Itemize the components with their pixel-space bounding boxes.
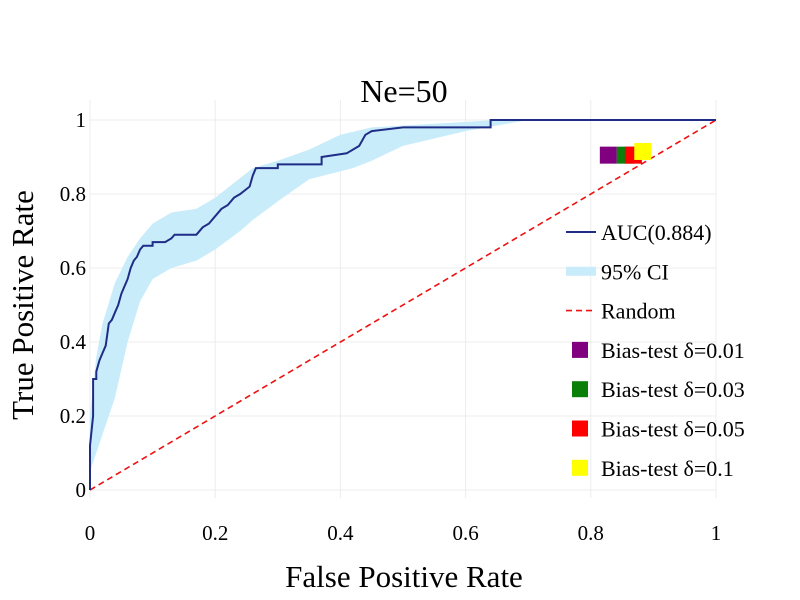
x-tick-label: 0 (85, 521, 96, 545)
x-tick-label: 0.2 (202, 521, 228, 545)
y-tick-label: 0.4 (60, 330, 87, 354)
y-axis-title: True Positive Rate (5, 190, 40, 420)
legend-label: Bias-test δ=0.01 (601, 338, 745, 363)
legend-label: Bias-test δ=0.03 (601, 377, 745, 402)
y-tick-label: 1 (76, 108, 87, 132)
tick-labels: 0 0.2 0.4 0.6 0.8 1 0 0.2 0.4 0.6 0.8 1 (60, 108, 722, 545)
bias-test-marker (634, 142, 652, 160)
legend-label: Bias-test δ=0.1 (601, 456, 734, 481)
lines-layer (89, 119, 717, 491)
legend-label: AUC(0.884) (601, 220, 712, 245)
legend-label: Bias-test δ=0.05 (601, 417, 745, 442)
bias-markers-layer (599, 142, 652, 164)
legend-symbol-square (572, 341, 588, 358)
y-tick-label: 0 (76, 478, 87, 502)
legend-symbol-square (572, 459, 588, 476)
x-tick-label: 0.8 (578, 521, 604, 545)
x-tick-label: 1 (711, 521, 722, 545)
x-tick-label: 0.4 (327, 521, 354, 545)
ci-band (90, 120, 716, 472)
legend-label: 95% CI (601, 259, 669, 284)
y-tick-label: 0.2 (60, 404, 86, 428)
chart-title: Ne=50 (360, 73, 447, 109)
y-tick-label: 0.8 (60, 182, 86, 206)
roc-curve (89, 119, 716, 490)
ci-band-layer (90, 120, 716, 472)
legend-symbol-square (572, 420, 588, 437)
legend-symbol-square (572, 381, 588, 398)
y-tick-label: 0.6 (60, 256, 86, 280)
x-tick-label: 0.6 (452, 521, 478, 545)
bias-test-marker (599, 146, 617, 164)
legend-label: Random (601, 299, 676, 324)
legend: AUC(0.884) 95% CI Random Bias-test δ=0.01 Bi… (566, 220, 745, 481)
random-line (89, 119, 717, 491)
x-axis-title: False Positive Rate (285, 559, 523, 594)
